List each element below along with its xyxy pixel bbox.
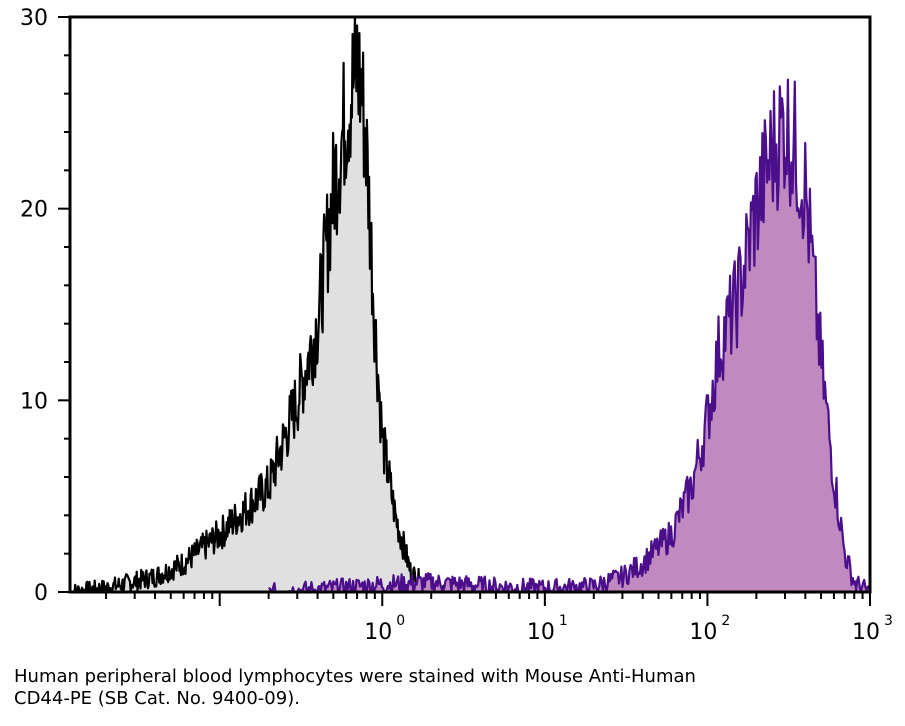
plot-frame	[68, 15, 872, 594]
y-tick-label: 30	[20, 6, 48, 31]
y-tick-label: 10	[20, 389, 48, 414]
x-tick-label: 10	[364, 620, 392, 645]
y-tick-label: 0	[34, 581, 48, 606]
x-tick-exponent: 2	[721, 613, 730, 629]
caption-line-1: Human peripheral blood lymphocytes were …	[14, 666, 696, 687]
figure-caption: Human peripheral blood lymphocytes were …	[14, 666, 894, 710]
series-2-area	[268, 79, 871, 593]
x-tick-exponent: 1	[559, 613, 568, 629]
series-2-line	[267, 78, 872, 594]
histogram-chart: 0 10 20 30 10 0 10 1 10 2 10 3	[20, 6, 893, 645]
x-tick-exponent: 0	[396, 613, 405, 629]
series-1-area	[70, 17, 460, 592]
caption-line-2: CD44-PE (SB Cat. No. 9400-09).	[14, 688, 300, 709]
y-tick-label: 20	[20, 198, 48, 223]
x-tick-label: 10	[527, 620, 555, 645]
series-1-line	[69, 15, 461, 594]
x-tick-exponent: 3	[884, 613, 893, 629]
x-tick-label: 10	[852, 620, 880, 645]
x-tick-label: 10	[689, 620, 717, 645]
